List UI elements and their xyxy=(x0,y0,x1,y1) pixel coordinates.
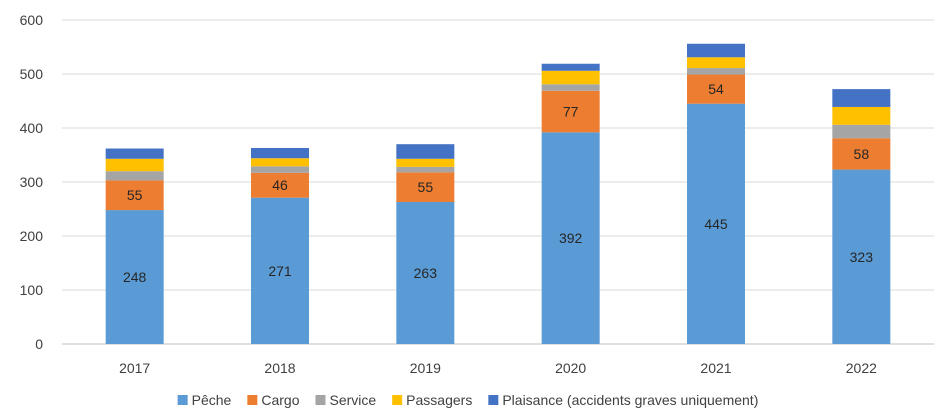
y-tick-label: 100 xyxy=(20,282,44,298)
y-tick-label: 0 xyxy=(35,336,43,352)
bar-segment-cargo xyxy=(687,74,745,104)
bar-segment-service xyxy=(687,68,745,75)
x-tick-label: 2021 xyxy=(700,360,731,376)
bar-segment-cargo xyxy=(396,172,455,202)
bar-segment-plaisance xyxy=(541,63,600,71)
bar-segment-plaisance xyxy=(105,148,164,159)
bar-segment-peche xyxy=(251,197,309,344)
data-label: 248 xyxy=(123,269,147,285)
bar-segment-service xyxy=(251,166,309,173)
bar-segment-peche xyxy=(832,169,891,344)
x-tick-label: 2019 xyxy=(410,360,441,376)
bar-segment-passagers xyxy=(105,158,164,172)
bar-segment-service xyxy=(541,84,600,91)
data-label: 271 xyxy=(268,263,292,279)
data-label: 46 xyxy=(272,177,288,193)
legend-swatch xyxy=(488,395,499,405)
legend-swatch xyxy=(247,395,258,405)
legend: Pêche Cargo Service Passagers Plaisance (acc… xyxy=(177,392,758,408)
bar-segment-passagers xyxy=(687,57,745,69)
bar-segment-passagers xyxy=(832,106,891,125)
bars: 248 55 271 46 263 55 392 77 445 54 323 58 xyxy=(105,43,891,344)
legend-label: Service xyxy=(329,392,376,408)
legend-label: Passagers xyxy=(406,392,472,408)
bar-segment-peche xyxy=(541,132,600,344)
y-tick-label: 300 xyxy=(20,174,44,190)
data-label: 55 xyxy=(127,187,143,203)
x-tick-label: 2022 xyxy=(846,360,877,376)
y-tick-label: 500 xyxy=(20,66,44,82)
bar-segment-service xyxy=(396,166,455,173)
bar-segment-peche xyxy=(687,103,745,344)
data-label: 55 xyxy=(418,179,434,195)
bar-segment-cargo xyxy=(105,180,164,211)
y-tick-label: 600 xyxy=(20,12,44,28)
data-label: 445 xyxy=(704,216,728,232)
gridlines xyxy=(62,19,934,345)
legend-label: Plaisance (accidents graves uniquement) xyxy=(502,392,758,408)
y-axis: 0 100 200 300 400 500 600 xyxy=(20,12,44,352)
y-tick-label: 200 xyxy=(20,228,44,244)
legend-swatch xyxy=(177,395,188,405)
bar-segment-plaisance xyxy=(687,43,745,58)
data-label: 77 xyxy=(563,104,579,120)
bar-segment-plaisance xyxy=(396,144,455,159)
bar-segment-service xyxy=(105,171,164,181)
bar-segment-cargo xyxy=(832,138,891,170)
bar-segment-passagers xyxy=(396,158,455,167)
bar-segment-passagers xyxy=(541,70,600,85)
data-label: 58 xyxy=(854,146,870,162)
legend-swatch xyxy=(392,395,403,405)
data-label: 323 xyxy=(850,249,874,265)
bar-segment-peche xyxy=(105,210,164,344)
bar-segment-cargo xyxy=(251,172,309,198)
data-label: 263 xyxy=(414,265,438,281)
data-label: 392 xyxy=(559,230,583,246)
y-tick-label: 400 xyxy=(20,120,44,136)
bar-segment-passagers xyxy=(251,158,309,167)
bar-segment-service xyxy=(832,124,891,139)
bar-segment-cargo xyxy=(541,90,600,133)
x-axis: 2017 2018 2019 2020 2021 2022 xyxy=(119,360,877,376)
legend-label: Cargo xyxy=(261,392,299,408)
legend-swatch xyxy=(315,395,326,405)
data-label: 54 xyxy=(708,81,724,97)
bar-segment-peche xyxy=(396,201,455,344)
x-tick-label: 2020 xyxy=(555,360,586,376)
x-tick-label: 2018 xyxy=(264,360,295,376)
bar-segment-plaisance xyxy=(832,89,891,107)
legend-label: Pêche xyxy=(192,392,232,408)
x-tick-label: 2017 xyxy=(119,360,150,376)
bar-segment-plaisance xyxy=(251,147,309,159)
